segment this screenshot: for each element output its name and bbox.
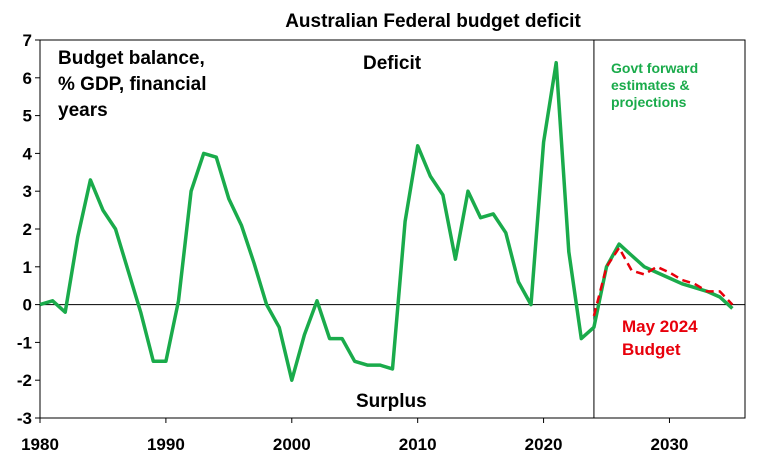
y-tick-label: 3 xyxy=(23,182,32,201)
y-tick-label: -2 xyxy=(17,371,32,390)
x-tick-label: 2030 xyxy=(651,435,689,454)
x-tick-label: 2020 xyxy=(525,435,563,454)
series-line-budget-balance xyxy=(39,60,734,382)
annotation-forward-line3: projections xyxy=(611,94,687,110)
y-tick-label: -1 xyxy=(17,333,32,352)
y-axis: -3 -2 -1 0 1 2 3 4 5 6 7 xyxy=(17,31,40,428)
annotation-budget-balance-line2: % GDP, financial xyxy=(58,74,207,95)
annotation-forward-line2: estimates & xyxy=(611,77,690,93)
annotation-may-budget-line1: May 2024 xyxy=(622,317,698,336)
annotation-budget-balance-line3: years xyxy=(58,100,108,121)
x-tick-label: 2000 xyxy=(273,435,311,454)
y-tick-label: 1 xyxy=(23,258,32,277)
y-tick-label: 7 xyxy=(23,31,32,50)
y-tick-label: 2 xyxy=(23,220,32,239)
x-tick-label: 1990 xyxy=(147,435,185,454)
y-tick-label: -3 xyxy=(17,409,32,428)
y-tick-label: 5 xyxy=(23,107,32,126)
x-tick-label: 2010 xyxy=(399,435,437,454)
y-tick-label: 4 xyxy=(23,144,33,163)
annotation-forward-line1: Govt forward xyxy=(611,60,698,76)
annotation-deficit: Deficit xyxy=(363,53,422,74)
y-tick-label: 0 xyxy=(23,296,32,315)
y-tick-label: 6 xyxy=(23,69,32,88)
x-tick-label: 1980 xyxy=(21,435,59,454)
annotation-may-budget-line2: Budget xyxy=(622,340,681,359)
series-line-may-2024-budget xyxy=(592,246,734,317)
chart-title: Australian Federal budget deficit xyxy=(285,11,581,32)
annotation-budget-balance-line1: Budget balance, xyxy=(58,48,205,69)
x-axis: 1980 1990 2000 2010 2020 2030 xyxy=(21,418,688,454)
annotation-surplus: Surplus xyxy=(356,391,427,412)
